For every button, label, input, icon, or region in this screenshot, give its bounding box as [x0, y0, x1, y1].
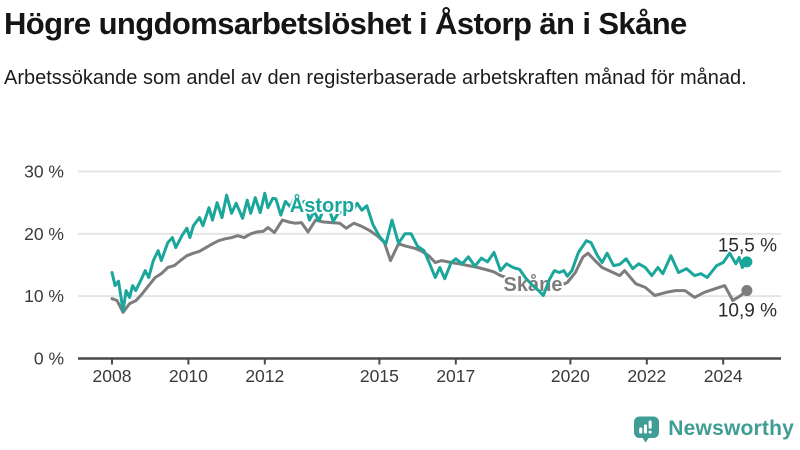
series-line-skane: [110, 218, 749, 314]
series-endpoint-dot: [741, 256, 753, 268]
x-axis-label: 2022: [627, 366, 666, 386]
x-axis-label: 2020: [551, 366, 590, 386]
series-label-astorp: Åstorp: [290, 193, 354, 217]
x-axis-label: 2010: [169, 366, 208, 386]
series-line-astorp: [110, 191, 749, 312]
x-axis-label: 2015: [360, 366, 399, 386]
chart-subtitle: Arbetssökande som andel av den registerb…: [4, 66, 747, 89]
newsworthy-icon: [634, 416, 660, 443]
x-axis-label: 2017: [436, 366, 475, 386]
newsworthy-wordmark: Newsworthy: [668, 416, 794, 440]
series-endpoint-dot: [741, 285, 753, 297]
chart-header: Högre ungdomsarbetslöshet i Åstorp än i …: [4, 6, 796, 92]
x-axis-label: 2024: [704, 366, 743, 386]
y-axis-label: 0 %: [34, 349, 64, 369]
y-axis-label: 30 %: [24, 162, 64, 182]
end-value-label: 10,9 %: [718, 301, 777, 322]
x-axis-label: 2012: [245, 366, 284, 386]
end-value-label: 15,5 %: [718, 235, 777, 256]
y-axis-label: 10 %: [24, 286, 64, 306]
x-axis-label: 2008: [93, 366, 132, 386]
newsworthy-logo[interactable]: Newsworthy: [632, 414, 794, 443]
y-axis-label: 20 %: [24, 224, 64, 244]
page-title: Högre ungdomsarbetslöshet i Åstorp än i …: [4, 6, 687, 41]
